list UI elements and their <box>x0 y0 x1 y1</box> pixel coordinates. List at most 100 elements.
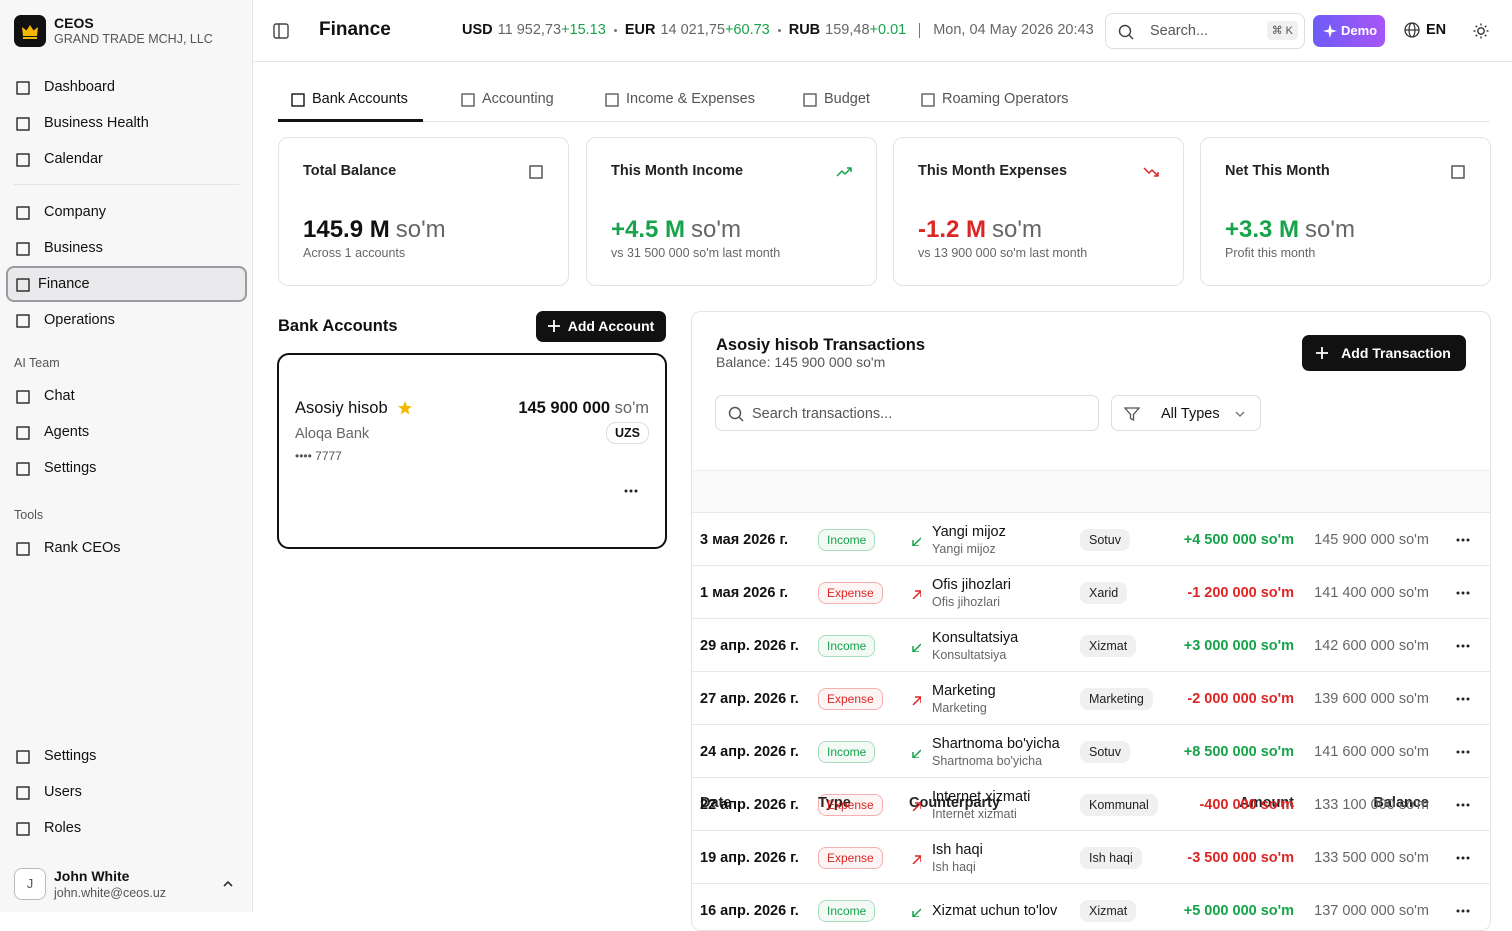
language-switch[interactable]: EN <box>1404 22 1446 38</box>
more-icon <box>1456 803 1470 806</box>
panel-balance: Balance: 145 900 000 so'm <box>716 354 886 370</box>
user-menu[interactable]: J John White john.white@ceos.uz <box>0 855 253 912</box>
tab[interactable]: Roaming Operators <box>920 80 1069 120</box>
balance: 141 400 000 so'm <box>1314 584 1429 601</box>
row-menu[interactable] <box>1456 831 1474 884</box>
amount: -1 200 000 so'm <box>1187 584 1294 601</box>
category-badge: Xarid <box>1080 581 1128 604</box>
nav-item[interactable]: Company <box>6 194 247 230</box>
more-button[interactable] <box>624 489 638 493</box>
nav-bottom: Settings Users Roles <box>0 738 253 846</box>
icon <box>16 426 30 440</box>
nav-item[interactable]: Dashboard <box>6 69 247 105</box>
date: 29 апр. 2026 г. <box>700 637 799 654</box>
demo-button[interactable]: Demo <box>1313 15 1385 47</box>
counterparty-detail: Ish haqi <box>932 859 976 874</box>
nav-label: Dashboard <box>44 79 115 95</box>
stat-unit: so'm <box>1305 216 1355 243</box>
counterparty-name: Internet xizmati <box>932 788 1031 805</box>
nav-label: Chat <box>44 388 75 404</box>
tabs-border <box>278 121 1490 122</box>
row-menu[interactable] <box>1456 884 1474 930</box>
counterparty-detail: Marketing <box>932 700 987 715</box>
tab[interactable]: Budget <box>802 80 870 120</box>
add-transaction-button[interactable]: Add Transaction <box>1302 335 1466 371</box>
nav-item[interactable]: Users <box>6 774 247 810</box>
counterparty: Yangi mijoz Yangi mijoz <box>932 524 1006 556</box>
tab[interactable]: Income & Expenses <box>604 80 755 120</box>
nav-item[interactable]: Finance <box>6 266 247 302</box>
language-label: EN <box>1426 22 1447 38</box>
nav-item[interactable]: Business Health <box>6 105 247 141</box>
stat-note: Profit this month <box>1225 246 1316 260</box>
nav-item[interactable]: Chat <box>6 378 247 414</box>
balance: 137 000 000 so'm <box>1314 902 1429 919</box>
category-badge: Kommunal <box>1080 793 1158 816</box>
amount: +8 500 000 so'm <box>1183 743 1294 760</box>
type-badge: Income <box>818 899 876 922</box>
category-cell: Sotuv <box>1080 725 1130 778</box>
nav-item[interactable]: Business <box>6 230 247 266</box>
balance: 133 500 000 so'm <box>1314 849 1429 866</box>
type-badge: Expense <box>818 581 883 604</box>
nav-item[interactable]: Operations <box>6 302 247 338</box>
nav-label: Finance <box>38 276 90 292</box>
type-filter[interactable]: All Types <box>1111 395 1261 431</box>
category-cell: Kommunal <box>1080 778 1158 831</box>
column-header: Balance <box>1373 795 1429 811</box>
nav-item[interactable]: Agents <box>6 414 247 450</box>
transaction-search[interactable]: Search transactions... <box>715 395 1099 431</box>
table-row: 3 мая 2026 г. Income Yangi mijoz Yangi mijo… <box>692 512 1490 565</box>
nav-item[interactable]: Calendar <box>6 141 247 177</box>
row-menu[interactable] <box>1456 778 1474 831</box>
nav-item[interactable]: Roles <box>6 810 247 846</box>
nav-workspace: Company Business Finance Operations <box>0 194 253 338</box>
counterparty-name: Marketing <box>932 682 996 699</box>
account-balance: 145 900 000 so'm <box>518 399 649 418</box>
nav-item[interactable]: Settings <box>6 738 247 774</box>
amount: +4 500 000 so'm <box>1183 531 1294 548</box>
demo-label: Demo <box>1341 23 1378 38</box>
counterparty-cell: Shartnoma bo'yicha Shartnoma bo'yicha <box>909 725 1060 778</box>
category-cell: Xizmat <box>1080 884 1137 930</box>
nav-item[interactable]: Settings <box>6 450 247 486</box>
stat-number: +4.5 M <box>611 216 686 243</box>
sidebar-toggle[interactable] <box>273 23 289 39</box>
add-account-button[interactable]: Add Account <box>536 311 666 342</box>
row-menu[interactable] <box>1456 725 1474 778</box>
amount: -3 500 000 so'm <box>1187 849 1294 866</box>
balance: 142 600 000 so'm <box>1314 637 1429 654</box>
tab[interactable]: Accounting <box>460 80 554 120</box>
separator-dot <box>613 28 617 32</box>
icon <box>912 748 921 758</box>
theme-toggle[interactable] <box>1473 23 1489 39</box>
tab[interactable]: Bank Accounts <box>290 80 408 120</box>
search-box[interactable]: Search... ⌘ K <box>1105 13 1305 49</box>
row-menu[interactable] <box>1456 619 1474 672</box>
row-menu[interactable] <box>1456 672 1474 725</box>
counterparty-detail: Internet xizmati <box>932 806 1017 821</box>
rate-code: EUR <box>624 22 656 38</box>
date: 22 апр. 2026 г. <box>700 796 799 813</box>
column-header: Type <box>818 795 851 811</box>
nav-label: Business Health <box>44 115 149 131</box>
category-cell: Xarid <box>1080 566 1128 619</box>
nav-label: Roles <box>44 820 82 836</box>
account-card[interactable]: Asosiy hisob 145 900 000 so'm Aloqa Bank… <box>277 353 667 549</box>
icon <box>16 822 30 836</box>
account-number: •••• 7777 <box>295 449 342 463</box>
nav-item[interactable]: Rank CEOs <box>6 530 247 566</box>
row-menu[interactable] <box>1456 513 1474 566</box>
star-icon <box>398 401 412 415</box>
section-title: Bank Accounts <box>278 317 398 335</box>
chevron <box>223 880 233 887</box>
amount: -400 000 so'm <box>1199 796 1294 813</box>
icon <box>912 854 921 864</box>
row-menu[interactable] <box>1456 566 1474 619</box>
type-badge: Expense <box>818 687 883 710</box>
button-label: Add Transaction <box>1341 345 1451 361</box>
nav-label: Company <box>44 204 107 220</box>
type-cell: Income <box>818 513 876 566</box>
type-cell: Expense <box>818 672 883 725</box>
